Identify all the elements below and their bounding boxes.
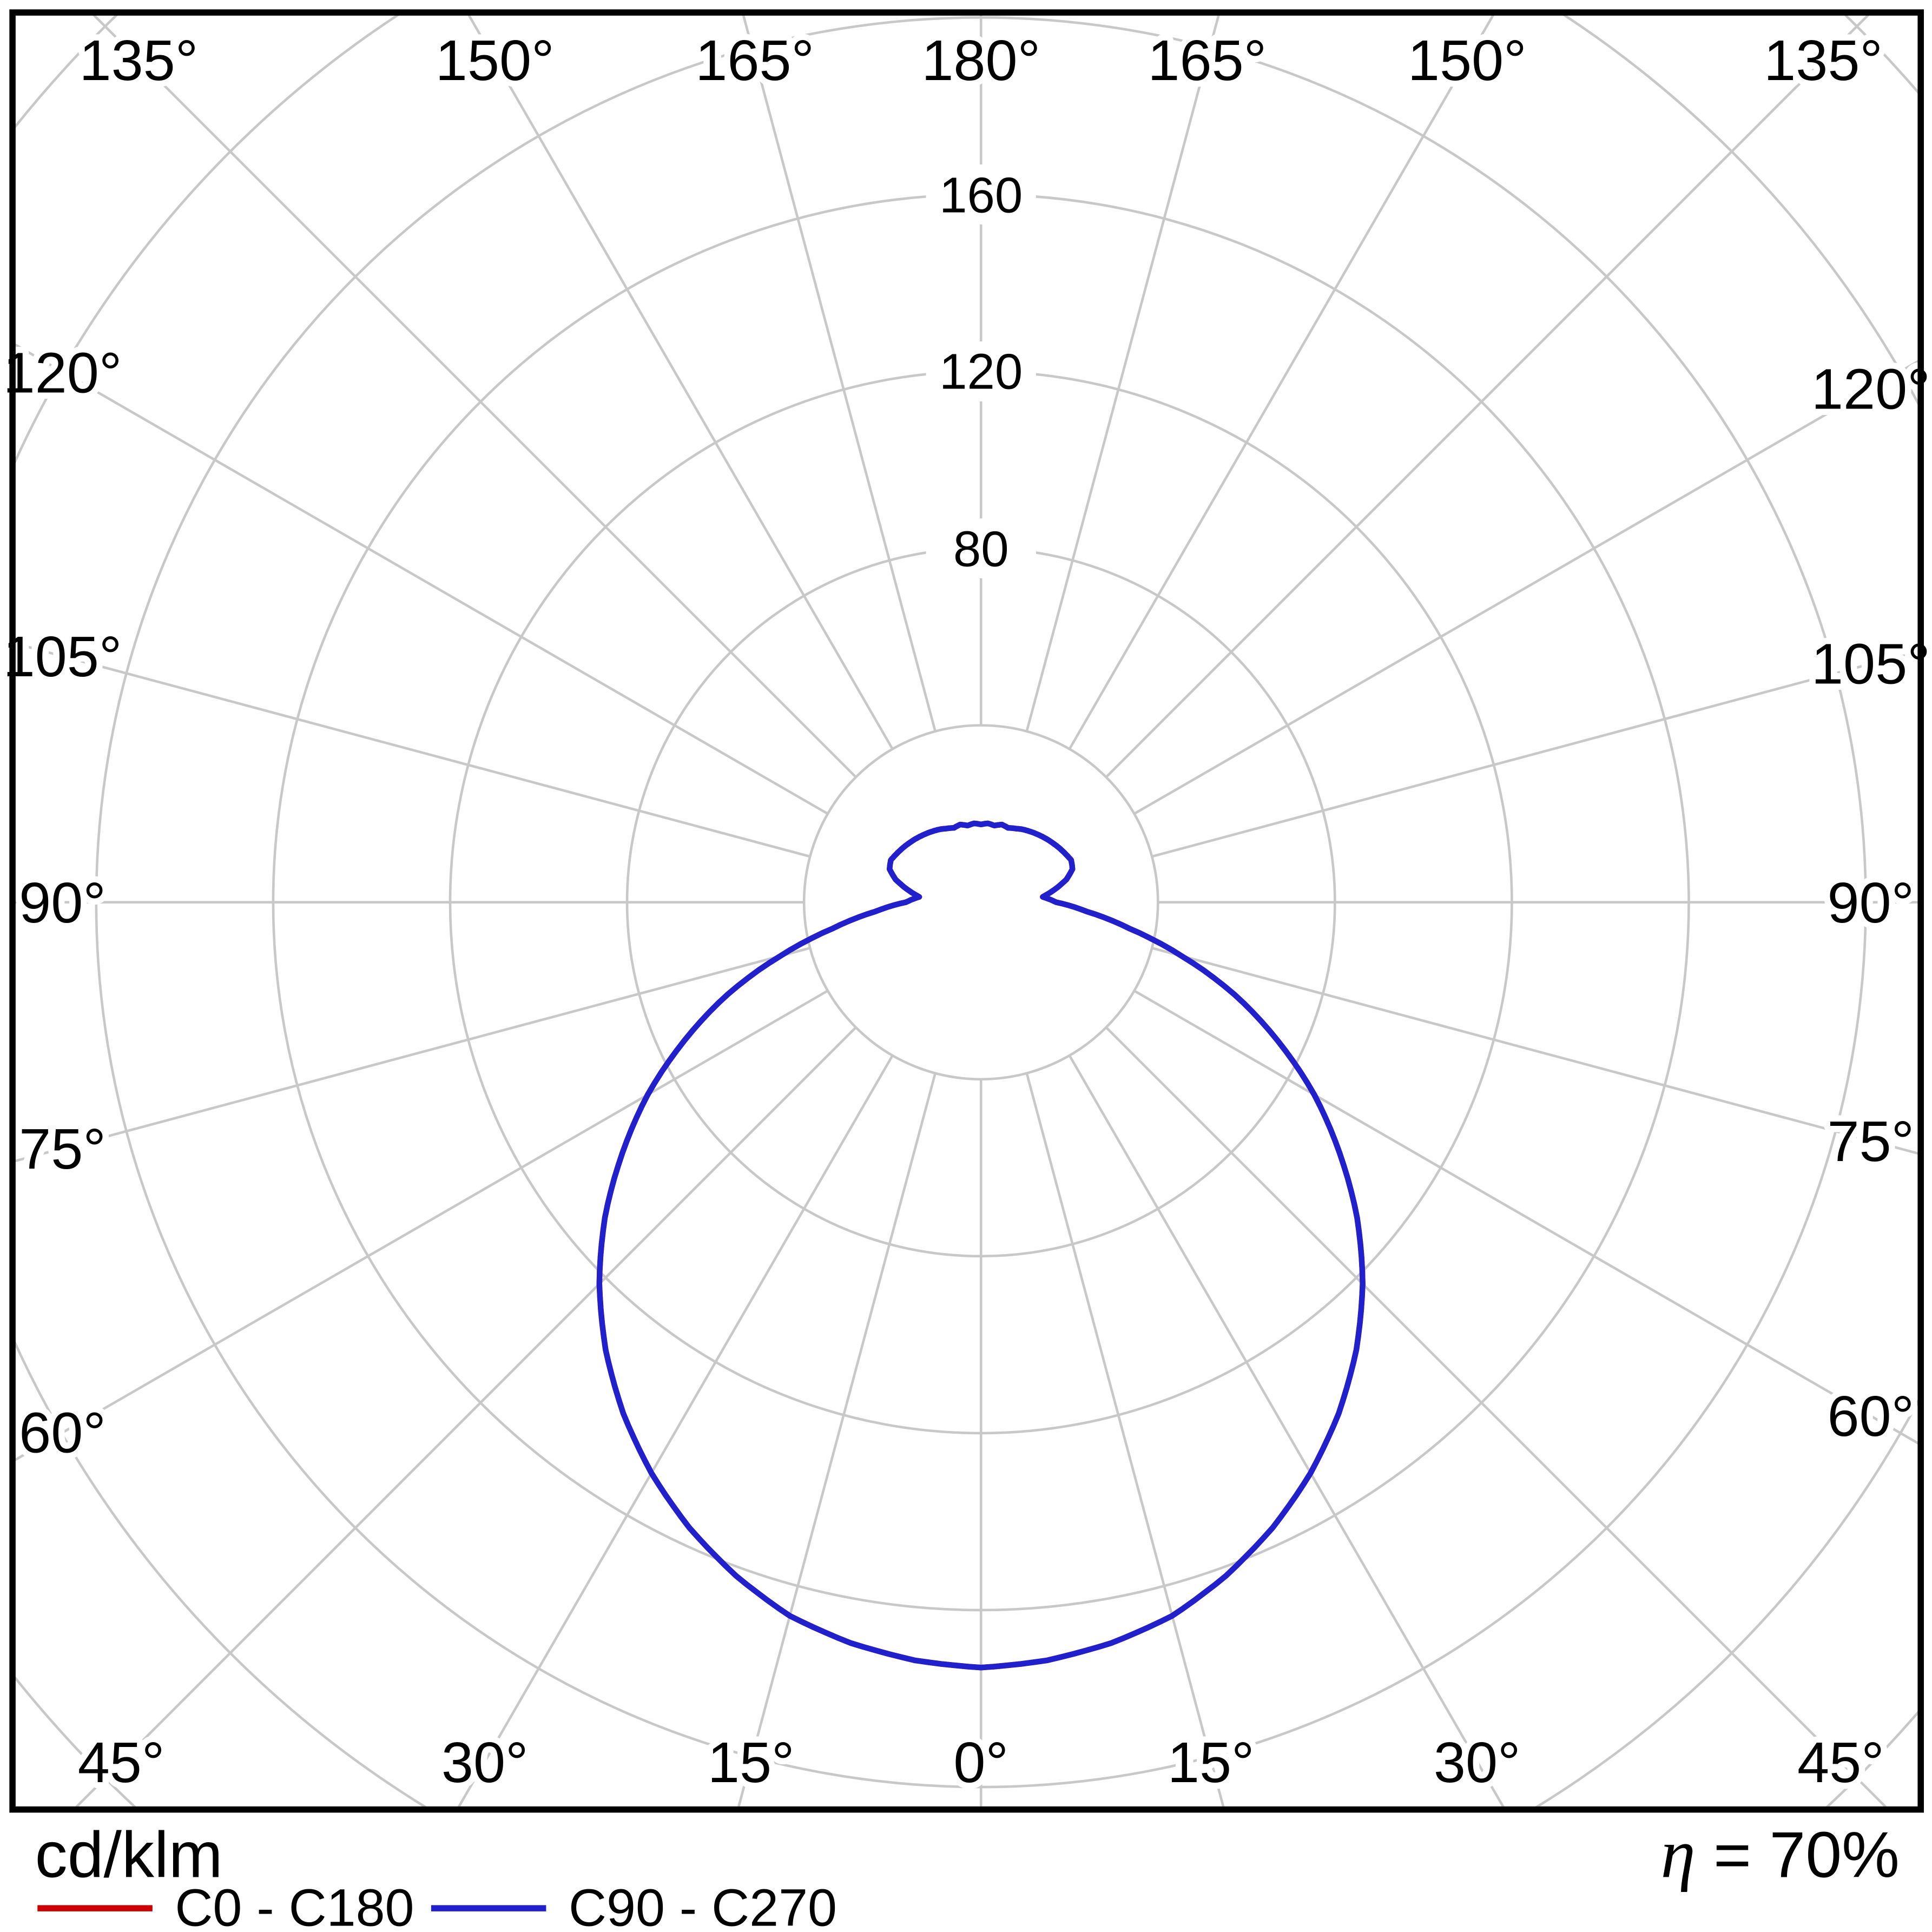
grid-spoke <box>1151 947 1918 1155</box>
angle-label: 165° <box>695 28 814 93</box>
angle-label: 135° <box>80 28 199 93</box>
angle-label: 0° <box>953 1730 1008 1795</box>
angle-label: 60° <box>19 1400 106 1465</box>
efficiency-label: η = 70% <box>1660 1815 1899 1892</box>
angle-label: 45° <box>78 1730 165 1795</box>
chart-footer: cd/klm C0 - C180 C90 - C270 η = 70% <box>35 1815 1900 1932</box>
radial-tick-label: 80 <box>953 520 1009 577</box>
angle-label: 30° <box>1434 1730 1521 1795</box>
angle-label: 15° <box>1168 1730 1255 1795</box>
grid-spoke <box>15 990 829 1461</box>
legend-label-c90-c270: C90 - C270 <box>569 1878 837 1932</box>
grid-spoke <box>93 15 857 779</box>
grid-spoke <box>457 1054 894 1808</box>
grid-spoke <box>1105 15 1869 779</box>
grid-spoke <box>1105 1026 1887 1808</box>
radial-label-bg <box>926 164 1036 225</box>
angle-label: 105° <box>1811 632 1930 696</box>
angle-label: 135° <box>1764 28 1883 93</box>
angle-label: 150° <box>1408 28 1527 93</box>
radial-label-bg <box>926 518 1036 578</box>
angle-label: 90° <box>1827 871 1914 935</box>
grid-spoke <box>1025 15 1220 732</box>
angle-label: 105° <box>3 624 122 689</box>
grid-spoke <box>1133 360 1918 815</box>
grid-spoke <box>15 343 829 815</box>
grid-spoke <box>1133 990 1918 1445</box>
grid-spoke <box>15 642 810 858</box>
angle-label: 15° <box>708 1730 795 1795</box>
angle-label: 120° <box>1811 357 1930 421</box>
grid-spoke <box>15 947 810 1163</box>
plot-border <box>9 9 1924 1813</box>
grid-spoke <box>467 15 894 750</box>
grid-spoke <box>75 1026 857 1808</box>
angle-label: 120° <box>3 341 122 405</box>
grid-spoke <box>737 1073 937 1808</box>
grid-spoke <box>1068 1054 1505 1808</box>
eta-symbol: η <box>1660 1815 1695 1892</box>
angle-label: 150° <box>436 28 555 93</box>
curve-c90-c270 <box>596 820 1366 1671</box>
angle-label: 45° <box>1797 1730 1884 1795</box>
axis-labels: 0° 15° 15° 30° 30° 45° 45° 60° 60° 75° 75° 90° 90° 10… <box>0 22 1932 1801</box>
angle-label: 75° <box>19 1117 106 1181</box>
angle-label: 180° <box>921 28 1040 93</box>
intensity-curves <box>596 820 1366 1671</box>
grid-spoke <box>742 15 937 732</box>
grid-spoke <box>1151 650 1918 858</box>
radial-label-bg <box>926 341 1036 401</box>
legend-label-c0-c180: C0 - C180 <box>175 1878 414 1932</box>
grid-spoke <box>1025 1073 1225 1808</box>
angle-label: 30° <box>441 1730 529 1795</box>
radial-tick-label: 160 <box>939 167 1023 223</box>
eta-value: = 70% <box>1696 1818 1900 1891</box>
grid-spoke <box>1068 15 1495 750</box>
radial-tick-label: 120 <box>939 343 1023 399</box>
angle-label: 75° <box>1827 1109 1914 1173</box>
angle-label: 90° <box>19 871 106 935</box>
angle-label: 60° <box>1827 1384 1914 1448</box>
angle-label: 165° <box>1148 28 1267 93</box>
unit-label: cd/klm <box>35 1818 223 1891</box>
